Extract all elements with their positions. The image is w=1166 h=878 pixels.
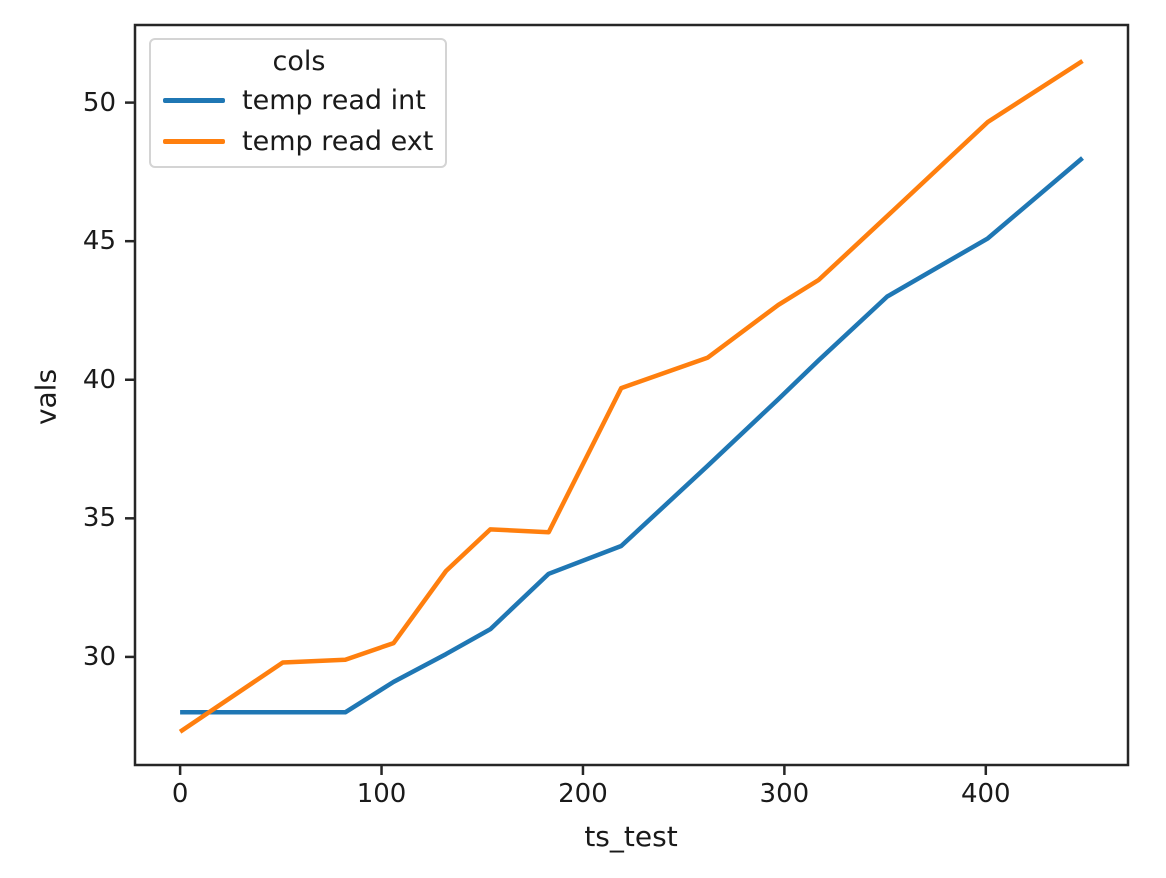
legend-entry-temp-read-ext: temp read ext	[163, 121, 435, 162]
axes-frame	[133, 23, 1130, 767]
x-axis-label: ts_test	[584, 820, 678, 853]
legend-label-temp-read-ext: temp read ext	[242, 126, 434, 157]
y-tick-label: 35	[82, 503, 116, 534]
legend-line-sample-ext	[163, 139, 225, 144]
x-tick-label: 300	[759, 779, 810, 809]
y-tick-label: 50	[82, 87, 116, 118]
y-tick-label: 40	[82, 364, 116, 395]
series-line-temp-read-int	[180, 156, 1084, 715]
legend-line-sample-int	[163, 98, 225, 103]
x-tick-label: 100	[356, 779, 407, 809]
legend-label-temp-read-int: temp read int	[242, 85, 426, 116]
x-tick-label: 0	[171, 779, 189, 809]
legend-title: cols	[272, 46, 326, 77]
legend-entry-temp-read-int: temp read int	[163, 80, 435, 121]
series-line-temp-read-ext	[178, 59, 1084, 734]
y-tick-label: 30	[82, 641, 116, 672]
y-tick-label: 45	[82, 226, 116, 257]
legend: cols temp read int temp read ext	[149, 38, 447, 168]
y-axis-label: vals	[29, 368, 63, 426]
x-tick-label: 200	[558, 779, 608, 809]
x-tick-label: 400	[960, 779, 1011, 809]
